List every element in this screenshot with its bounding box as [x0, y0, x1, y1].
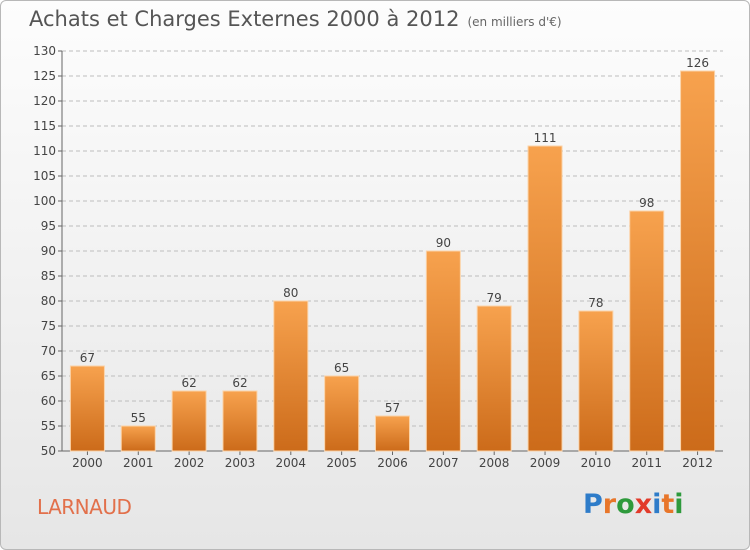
- x-tick-label-2009: 2009: [530, 456, 561, 470]
- bar-2003: [222, 390, 258, 452]
- logo-letter: P: [583, 489, 603, 520]
- value-label-2004: 80: [283, 286, 298, 300]
- x-tick-label-2012: 2012: [682, 456, 713, 470]
- y-tick-label: 60: [41, 394, 56, 408]
- bars: [69, 70, 716, 452]
- x-tick-label-2000: 2000: [72, 456, 103, 470]
- bar-2004: [273, 300, 309, 452]
- x-tick-label-2006: 2006: [377, 456, 408, 470]
- x-tick-label-2010: 2010: [581, 456, 612, 470]
- chart-unit: (en milliers d'€): [467, 15, 562, 29]
- value-label-2012: 126: [686, 56, 709, 70]
- bar-2009: [527, 145, 563, 452]
- value-label-2002: 62: [181, 376, 196, 390]
- x-tick-label-2011: 2011: [631, 456, 662, 470]
- y-tick-label: 120: [33, 94, 56, 108]
- bar-2001: [120, 425, 156, 452]
- x-tick-label-2007: 2007: [428, 456, 459, 470]
- y-tick-label: 65: [41, 369, 56, 383]
- value-label-2003: 62: [232, 376, 247, 390]
- y-tick-label: 110: [33, 144, 56, 158]
- logo-letter: r: [602, 489, 617, 520]
- logo-letter: i: [674, 489, 684, 520]
- value-label-2007: 90: [436, 236, 451, 250]
- x-tick-label-2001: 2001: [123, 456, 154, 470]
- logo-letter: x: [634, 489, 653, 520]
- x-tick-label-2008: 2008: [479, 456, 510, 470]
- value-label-2001: 55: [131, 411, 146, 425]
- y-tick-label: 85: [41, 269, 56, 283]
- bar-2005: [324, 375, 360, 452]
- y-tick-label: 90: [41, 244, 56, 258]
- x-tick-label-2005: 2005: [326, 456, 357, 470]
- value-label-2009: 111: [534, 131, 557, 145]
- y-tick-label: 100: [33, 194, 56, 208]
- bar-2010: [578, 310, 614, 452]
- y-tick-label: 115: [33, 119, 56, 133]
- bar-2011: [629, 210, 665, 452]
- y-tick-label: 50: [41, 444, 56, 458]
- grid-lines: [62, 50, 723, 452]
- y-tick-label: 125: [33, 69, 56, 83]
- value-label-2008: 79: [487, 291, 502, 305]
- value-label-2011: 98: [639, 196, 654, 210]
- x-tick-label-2004: 2004: [276, 456, 307, 470]
- bar-2006: [375, 415, 410, 452]
- logo-letter: i: [652, 489, 662, 520]
- bar-2007: [425, 250, 461, 452]
- y-tick-label: 70: [41, 344, 56, 358]
- bar-2002: [171, 390, 207, 452]
- value-label-2010: 78: [588, 296, 603, 310]
- y-tick-label: 75: [41, 319, 56, 333]
- bar-2012: [680, 70, 716, 452]
- bar-2008: [476, 305, 512, 452]
- labels: 50 55 60 65 70 75 80 85 90 95 100 105 110 115 120 125 13…: [33, 44, 713, 470]
- town-name: LARNAUD: [37, 495, 132, 519]
- value-label-2000: 67: [80, 351, 95, 365]
- value-label-2005: 65: [334, 361, 349, 375]
- axes: [58, 50, 723, 455]
- chart-title: Achats et Charges Externes 2000 à 2012 (e…: [29, 7, 562, 31]
- y-tick-label: 55: [41, 419, 56, 433]
- logo-letter: t: [661, 489, 675, 520]
- logo-letter: o: [616, 489, 635, 520]
- proxiti-logo: Proxiti: [583, 489, 684, 520]
- y-tick-label: 80: [41, 294, 56, 308]
- value-label-2006: 57: [385, 401, 400, 415]
- bar-2000: [69, 365, 105, 452]
- y-tick-label: 105: [33, 169, 56, 183]
- x-tick-label-2003: 2003: [225, 456, 256, 470]
- y-tick-label: 95: [41, 219, 56, 233]
- y-tick-label: 130: [33, 44, 56, 58]
- chart-title-text: Achats et Charges Externes 2000 à 2012: [29, 7, 460, 31]
- x-tick-label-2002: 2002: [174, 456, 205, 470]
